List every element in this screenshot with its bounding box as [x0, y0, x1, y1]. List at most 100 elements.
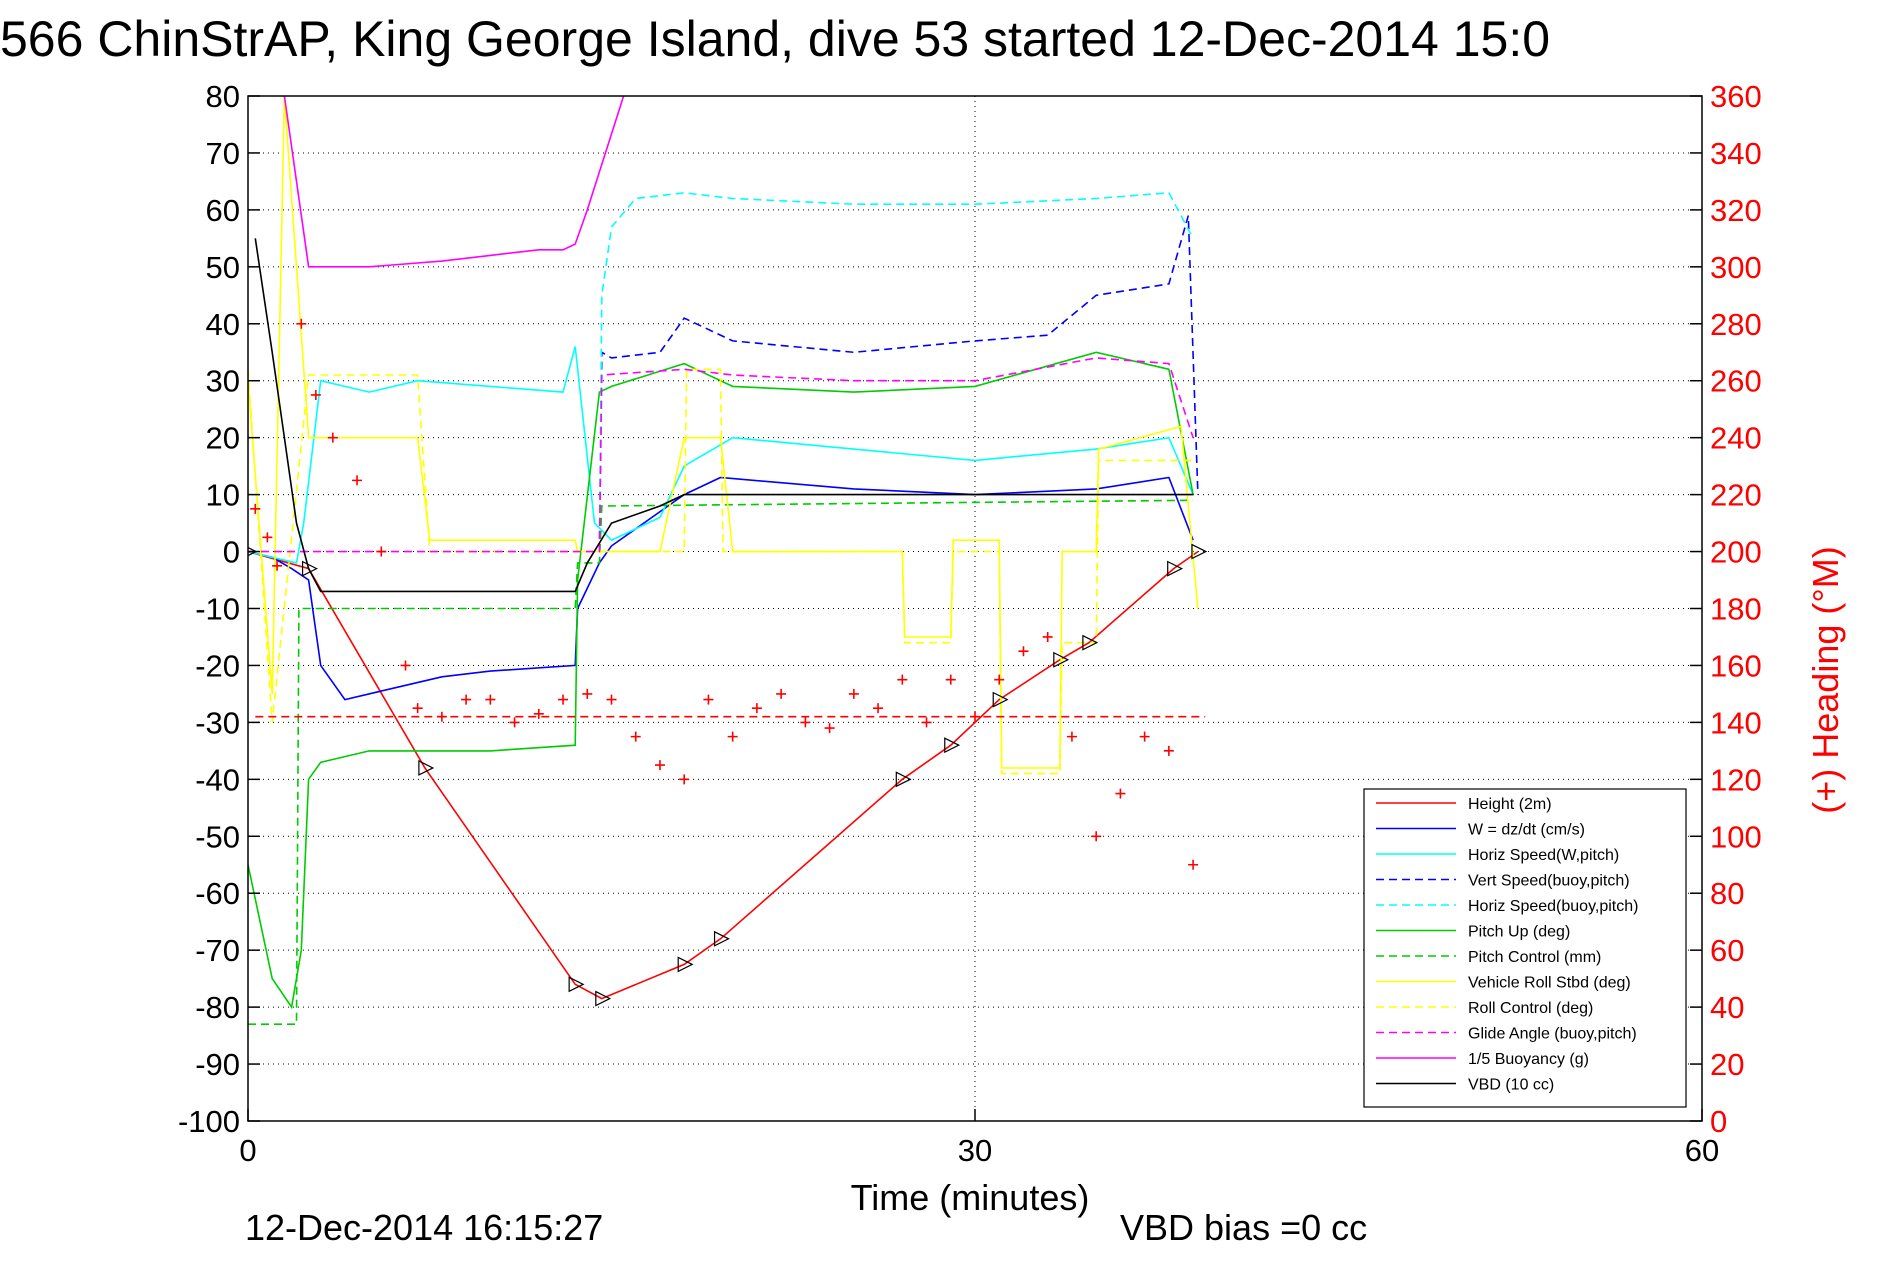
tick-label-y: 20	[206, 421, 240, 456]
tick-label-y-right: 0	[1710, 1104, 1727, 1139]
series-height-2m	[248, 550, 1199, 1000]
data-point	[679, 774, 690, 785]
tick-label-y: 50	[206, 250, 240, 285]
tick-label-y: -40	[195, 762, 240, 797]
tick-label-y: 10	[206, 478, 240, 513]
tick-label-y: -50	[195, 819, 240, 854]
trace-marker	[895, 771, 912, 788]
data-point	[558, 694, 569, 705]
chart-title: 566 ChinStrAP, King George Island, dive …	[0, 11, 1550, 67]
tick-label-y: -90	[195, 1047, 240, 1082]
tick-label-y: -60	[195, 876, 240, 911]
tick-label-y-right: 180	[1710, 592, 1762, 627]
data-point	[994, 674, 1005, 685]
tick-label-y: 60	[206, 193, 240, 228]
data-point	[606, 694, 617, 705]
tick-label-y: 0	[223, 535, 240, 570]
trace-marker	[248, 546, 258, 557]
y-axis-label-right: (+) Heading (°M)	[1805, 546, 1846, 813]
tick-label-y-right: 340	[1710, 136, 1762, 171]
tick-label-y-right: 40	[1710, 990, 1744, 1025]
data-point	[509, 717, 520, 728]
tick-label-y-right: 280	[1710, 307, 1762, 342]
legend-label: VBD (10 cc)	[1468, 1077, 1554, 1094]
data-point	[352, 475, 363, 486]
tick-label-y: 40	[206, 307, 240, 342]
legend-label: Horiz Speed(buoy,pitch)	[1468, 898, 1638, 915]
tick-label-y-right: 300	[1710, 250, 1762, 285]
tick-label-x: 60	[1685, 1133, 1719, 1168]
data-point	[824, 723, 835, 734]
data-point	[296, 318, 307, 329]
tick-label-y: 80	[206, 79, 240, 114]
tick-label-y-right: 140	[1710, 705, 1762, 740]
data-point	[262, 532, 273, 543]
trace-marker	[1191, 543, 1208, 560]
data-point	[1091, 831, 1102, 842]
tick-label-y-right: 160	[1710, 648, 1762, 683]
legend-label: Glide Angle (buoy,pitch)	[1468, 1026, 1637, 1043]
series-heading-right-axis	[250, 318, 1199, 870]
legend-label: Horiz Speed(W,pitch)	[1468, 847, 1619, 864]
legend-label: 1/5 Buoyancy (g)	[1468, 1051, 1589, 1068]
tick-label-y: -70	[195, 933, 240, 968]
series-layer	[248, 96, 1208, 1025]
tick-label-y: -20	[195, 648, 240, 683]
tick-label-y: -10	[195, 592, 240, 627]
tick-label-y-right: 200	[1710, 535, 1762, 570]
series-pitch-up-deg	[248, 351, 1194, 1010]
ticks: 80706050403020100-10-20-30-40-50-60-70-8…	[178, 79, 1762, 1168]
legend-label: Vehicle Roll Stbd (deg)	[1468, 975, 1631, 992]
tick-label-y: -100	[178, 1104, 240, 1139]
data-point	[776, 688, 787, 699]
trace-marker	[1167, 560, 1184, 577]
tick-label-y: -30	[195, 705, 240, 740]
legend-label: Vert Speed(buoy,pitch)	[1468, 873, 1630, 890]
tick-label-y: 30	[206, 364, 240, 399]
data-point	[727, 731, 738, 742]
legend-box	[1363, 788, 1687, 1108]
data-point	[272, 560, 283, 571]
legend-label: Pitch Up (deg)	[1468, 924, 1570, 941]
data-point	[310, 389, 321, 400]
height-trace-markers	[248, 543, 1208, 1007]
tick-label-y-right: 100	[1710, 819, 1762, 854]
trace-marker	[1082, 634, 1099, 651]
data-point	[921, 717, 932, 728]
data-point	[630, 731, 641, 742]
legend-label: Height (2m)	[1468, 796, 1552, 813]
series-horiz-speed-buoy-pitch	[598, 191, 1194, 552]
footer-timestamp: 12-Dec-2014 16:15:27	[245, 1207, 603, 1248]
footer-vbd-bias: VBD bias =0 cc	[1120, 1207, 1367, 1248]
tick-label-x: 30	[958, 1133, 992, 1168]
tick-label-y-right: 360	[1710, 79, 1762, 114]
trace-marker	[568, 976, 585, 993]
data-point	[582, 688, 593, 699]
data-point	[1188, 859, 1199, 870]
data-point	[485, 694, 496, 705]
tick-label-y: 70	[206, 136, 240, 171]
series-glide-angle-buoy-pitch	[248, 357, 1194, 553]
series-vert-speed-buoy-pitch	[598, 215, 1199, 552]
data-point	[461, 694, 472, 705]
data-point	[945, 674, 956, 685]
legend-label: W = dz/dt (cm/s)	[1468, 822, 1585, 839]
trace-marker	[992, 691, 1009, 708]
series-vbd-10-cc	[254, 238, 1194, 593]
tick-label-y-right: 220	[1710, 478, 1762, 513]
data-point	[800, 717, 811, 728]
tick-label-y-right: 80	[1710, 876, 1744, 911]
tick-label-y-right: 60	[1710, 933, 1744, 968]
series-roll-control-deg	[248, 368, 1194, 775]
trace-marker	[595, 990, 612, 1007]
tick-label-y-right: 120	[1710, 762, 1762, 797]
data-point	[412, 703, 423, 714]
data-point	[1018, 646, 1029, 657]
data-point	[1066, 731, 1077, 742]
x-axis-label: Time (minutes)	[851, 1177, 1090, 1218]
grid	[248, 96, 1702, 1121]
data-point	[400, 660, 411, 671]
series-1-5-buoyancy-g	[283, 96, 625, 268]
data-point	[654, 760, 665, 771]
